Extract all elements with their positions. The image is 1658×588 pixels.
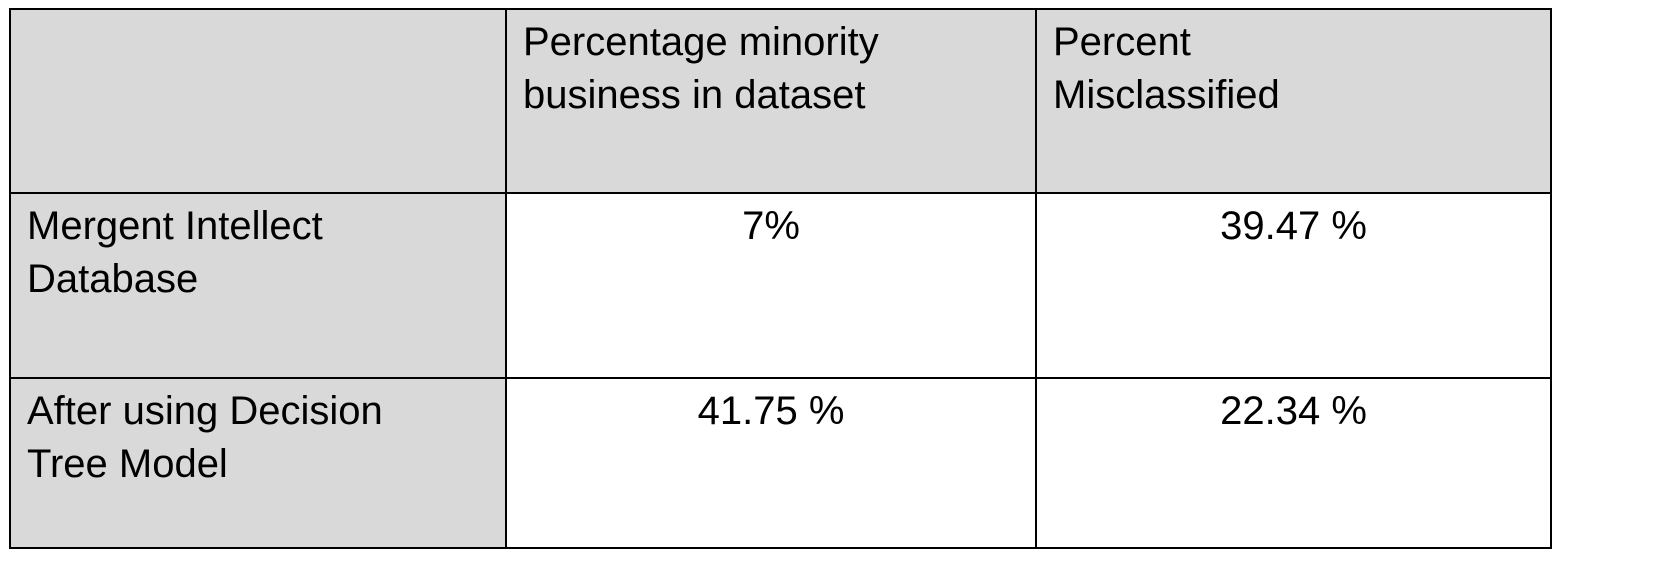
minority-percentage-cell: 41.75 % bbox=[505, 377, 1037, 549]
row-label-line-1: Mergent Intellect bbox=[27, 204, 323, 248]
row-label-line-2: Tree Model bbox=[27, 442, 228, 486]
header-misclassified-line-1: Percent bbox=[1053, 20, 1191, 64]
header-minority-percentage: Percentage minority business in dataset bbox=[505, 8, 1037, 194]
comparison-table: Percentage minority business in dataset … bbox=[9, 8, 1552, 549]
row-label-line-1: After using Decision bbox=[27, 389, 383, 433]
header-misclassified-line-2: Misclassified bbox=[1053, 73, 1280, 117]
header-minority-line-2: business in dataset bbox=[523, 73, 866, 117]
table-header-row: Percentage minority business in dataset … bbox=[9, 8, 1552, 194]
comparison-table-container: Percentage minority business in dataset … bbox=[9, 8, 1552, 549]
header-minority-line-1: Percentage minority bbox=[523, 20, 879, 64]
table-row: After using Decision Tree Model 41.75 % … bbox=[9, 377, 1552, 549]
minority-percentage-value: 41.75 % bbox=[697, 389, 845, 433]
row-label-cell: Mergent Intellect Database bbox=[9, 192, 507, 379]
misclassified-percentage-value: 22.34 % bbox=[1220, 389, 1367, 433]
misclassified-percentage-value: 39.47 % bbox=[1220, 204, 1367, 248]
minority-percentage-value: 7% bbox=[742, 204, 800, 248]
minority-percentage-cell: 7% bbox=[505, 192, 1037, 379]
header-percent-misclassified: Percent Misclassified bbox=[1035, 8, 1552, 194]
misclassified-percentage-cell: 22.34 % bbox=[1035, 377, 1552, 549]
table-row: Mergent Intellect Database 7% 39.47 % bbox=[9, 192, 1552, 379]
header-corner-cell bbox=[9, 8, 507, 194]
row-label-line-2: Database bbox=[27, 257, 199, 301]
misclassified-percentage-cell: 39.47 % bbox=[1035, 192, 1552, 379]
row-label-cell: After using Decision Tree Model bbox=[9, 377, 507, 549]
